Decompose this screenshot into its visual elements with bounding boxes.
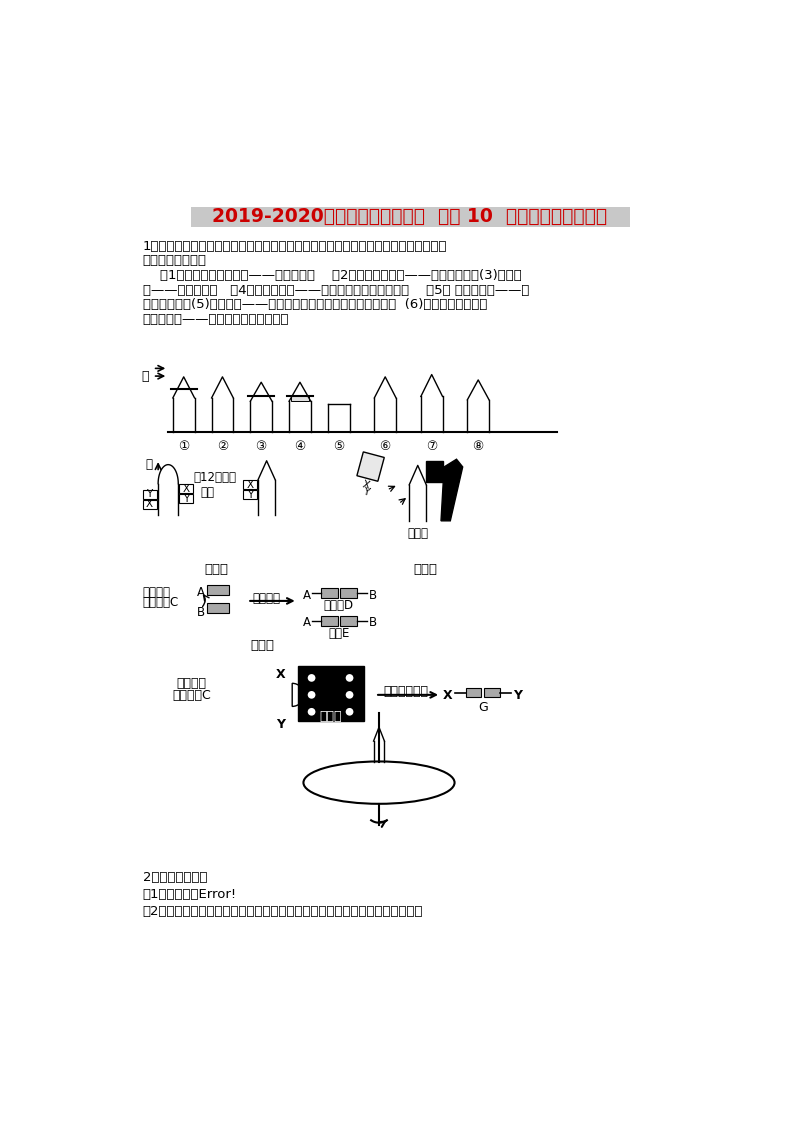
Text: 胚芽鞘: 胚芽鞘 xyxy=(407,528,428,540)
Text: 含有生长: 含有生长 xyxy=(142,585,170,599)
Text: 素的尖端C: 素的尖端C xyxy=(142,597,179,609)
Bar xyxy=(298,666,363,721)
Text: Y: Y xyxy=(247,490,254,499)
Text: 光: 光 xyxy=(142,369,149,383)
Bar xyxy=(340,616,358,626)
Text: X: X xyxy=(276,668,286,681)
Text: X: X xyxy=(361,479,370,490)
Text: ⑧: ⑧ xyxy=(473,440,484,453)
Text: X: X xyxy=(182,483,190,494)
Text: 光: 光 xyxy=(146,458,153,471)
Text: 旋转器: 旋转器 xyxy=(319,710,342,723)
Text: 2．生长素的运输: 2．生长素的运输 xyxy=(142,872,207,884)
Text: 1．幼苗是研究生长素及其分布与作用原理的最佳实验材料，针对燕麦胚芽鞘系列实验: 1．幼苗是研究生长素及其分布与作用原理的最佳实验材料，针对燕麦胚芽鞘系列实验 xyxy=(142,240,447,252)
Wedge shape xyxy=(292,684,304,706)
Bar xyxy=(179,495,193,503)
Text: 2019-2020年高考生物一轮复习  专题 10  植物的激素调节学案: 2019-2020年高考生物一轮复习 专题 10 植物的激素调节学案 xyxy=(213,207,607,226)
Polygon shape xyxy=(441,460,462,521)
Text: Y: Y xyxy=(362,487,370,498)
Text: （2）非极性运输：在成熟组织中，生长素通过韧皮部的筛管进行非极性运输。: （2）非极性运输：在成熟组织中，生长素通过韧皮部的筛管进行非极性运输。 xyxy=(142,906,423,918)
Text: A: A xyxy=(302,589,310,601)
Text: 素的尖端C: 素的尖端C xyxy=(172,688,211,702)
Text: ②: ② xyxy=(217,440,228,453)
Text: B: B xyxy=(197,606,205,618)
Text: B: B xyxy=(369,589,377,601)
Bar xyxy=(321,616,338,626)
Text: X: X xyxy=(146,499,153,509)
Circle shape xyxy=(346,674,354,681)
Text: 应明确下列结论：: 应明确下列结论： xyxy=(142,255,206,267)
Text: Y: Y xyxy=(276,718,285,731)
Text: 含有生长: 含有生长 xyxy=(177,677,206,691)
Text: ①: ① xyxy=(178,440,190,453)
Text: X: X xyxy=(246,480,254,490)
Text: ④: ④ xyxy=(294,440,306,453)
Bar xyxy=(290,395,310,401)
Bar xyxy=(426,461,442,482)
Bar xyxy=(357,452,384,481)
Text: （三）: （三） xyxy=(250,640,274,652)
Text: ⑥: ⑥ xyxy=(379,440,391,453)
Bar xyxy=(142,500,157,508)
Bar xyxy=(207,603,229,614)
Bar xyxy=(142,490,157,498)
Bar xyxy=(243,490,258,499)
Text: G: G xyxy=(478,701,488,714)
Text: 均匀的原因——单侧光照、地心引力等: 均匀的原因——单侧光照、地心引力等 xyxy=(142,312,289,326)
Bar xyxy=(179,484,193,492)
Text: X: X xyxy=(443,688,453,702)
Text: 经12小时后: 经12小时后 xyxy=(193,471,236,483)
Text: 位——胚芽鞘尖端   （4）生长素作用——一定浓度范围内促进生长    （5） 弯曲生长部——尖: 位——胚芽鞘尖端 （4）生长素作用——一定浓度范围内促进生长 （5） 弯曲生长部… xyxy=(142,284,529,297)
Text: A: A xyxy=(302,616,310,629)
Text: Y: Y xyxy=(146,489,153,499)
Text: 几小时后: 几小时后 xyxy=(253,592,281,604)
Text: ⑤: ⑤ xyxy=(333,440,344,453)
Text: 端下部伸长区(5)弯曲原因——生长素分布不均匀，导致生长不均匀  (6)引起生长素分布不: 端下部伸长区(5)弯曲原因——生长素分布不均匀，导致生长不均匀 (6)引起生长素… xyxy=(142,299,487,311)
Bar xyxy=(321,588,338,598)
Text: 胚芽鞘D: 胚芽鞘D xyxy=(324,599,354,612)
Text: 胚根E: 胚根E xyxy=(328,627,350,640)
Text: （二）: （二） xyxy=(414,564,438,576)
Text: （1）极性运输Error!: （1）极性运输Error! xyxy=(142,889,237,901)
Bar xyxy=(191,207,630,226)
Bar xyxy=(243,480,258,489)
Text: （一）: （一） xyxy=(204,564,228,576)
Circle shape xyxy=(346,691,354,698)
Circle shape xyxy=(346,708,354,715)
Text: （1）生长素的产生部位——胚芽鞘尖端    （2）发挥作用部位——尖端下面一段(3)感光部: （1）生长素的产生部位——胚芽鞘尖端 （2）发挥作用部位——尖端下面一段(3)感… xyxy=(142,269,522,282)
Text: ⑦: ⑦ xyxy=(426,440,438,453)
Bar xyxy=(207,585,229,594)
Text: 胚根: 胚根 xyxy=(201,486,214,499)
Text: B: B xyxy=(369,616,377,629)
Text: Y: Y xyxy=(513,688,522,702)
Text: ③: ③ xyxy=(255,440,267,453)
Bar xyxy=(466,688,482,697)
Ellipse shape xyxy=(303,762,454,804)
Text: 旋转数小时后: 旋转数小时后 xyxy=(384,685,429,697)
Circle shape xyxy=(308,691,315,698)
Bar xyxy=(485,688,500,697)
Text: Y: Y xyxy=(183,494,189,504)
Circle shape xyxy=(308,674,315,681)
Bar xyxy=(340,588,358,598)
Text: A: A xyxy=(197,586,205,599)
Circle shape xyxy=(308,708,315,715)
